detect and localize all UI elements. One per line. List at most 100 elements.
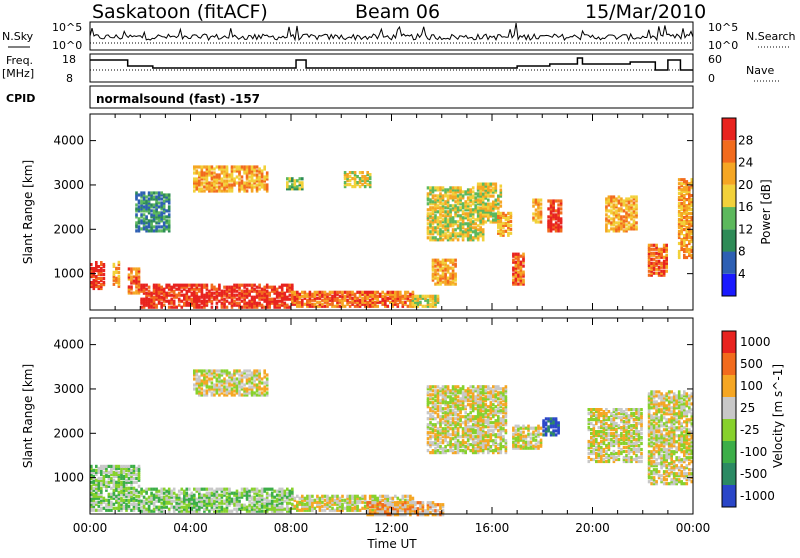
echo-cell: [158, 205, 161, 208]
echo-cell: [454, 411, 457, 414]
echo-cell: [459, 186, 462, 189]
echo-cell: [432, 186, 435, 189]
echo-cell: [98, 277, 101, 280]
echo-cell: [447, 385, 450, 388]
echo-cell: [409, 501, 412, 504]
echo-cell: [432, 441, 435, 444]
echo-cell: [289, 298, 292, 301]
echo-cell: [444, 385, 447, 388]
echo-cell: [344, 507, 347, 510]
echo-cell: [407, 295, 410, 298]
echo-cell: [113, 283, 116, 286]
echo-cell: [140, 488, 143, 491]
echo-cell: [678, 186, 681, 189]
echo-cell: [150, 213, 153, 216]
echo-cell: [402, 495, 405, 498]
echo-cell: [409, 299, 412, 302]
echo-cell: [301, 291, 304, 294]
echo-cell: [437, 238, 440, 241]
echo-cell: [623, 215, 626, 218]
echo-cell: [236, 381, 239, 384]
echo-cell: [196, 177, 199, 180]
echo-cell: [266, 373, 269, 376]
echo-cell: [211, 498, 214, 501]
echo-cell: [434, 194, 437, 197]
echo-cell: [316, 291, 319, 294]
y-tick-label: 1000: [53, 267, 84, 281]
echo-cell: [319, 291, 322, 294]
echo-cell: [683, 220, 686, 223]
echo-cell: [437, 216, 440, 219]
echo-cell: [615, 203, 618, 206]
echo-cell: [196, 387, 199, 390]
echo-cell: [439, 206, 442, 209]
echo-cell: [336, 507, 339, 510]
echo-cell: [605, 217, 608, 220]
echo-cell: [165, 506, 168, 509]
echo-cell: [168, 213, 171, 216]
echo-cell: [123, 475, 126, 478]
y-tick-label: 2000: [53, 222, 84, 236]
echo-cell: [613, 195, 616, 198]
echo-cell: [95, 469, 98, 472]
echo-cell: [429, 295, 432, 298]
echo-cell: [442, 407, 445, 410]
echo-cell: [216, 369, 219, 372]
echo-cell: [153, 508, 156, 511]
echo-cell: [648, 274, 651, 277]
echo-cell: [361, 495, 364, 498]
echo-cell: [432, 389, 435, 392]
echo-cell: [226, 179, 229, 182]
echo-cell: [170, 500, 173, 503]
echo-cell: [263, 165, 266, 168]
echo-cell: [635, 195, 638, 198]
echo-cell: [241, 393, 244, 396]
echo-cell: [680, 238, 683, 241]
echo-cell: [153, 494, 156, 497]
echo-cell: [449, 232, 452, 235]
echo-cell: [442, 385, 445, 388]
echo-cell: [138, 199, 141, 202]
echo-cell: [482, 183, 485, 186]
echo-cell: [457, 214, 460, 217]
colorbar-segment: [722, 163, 736, 185]
echo-cell: [271, 488, 274, 491]
echo-cell: [213, 292, 216, 295]
echo-cell: [213, 383, 216, 386]
echo-cell: [339, 497, 342, 500]
echo-cell: [464, 405, 467, 408]
echo-cell: [98, 505, 101, 508]
echo-cell: [442, 259, 445, 262]
echo-cell: [429, 385, 432, 388]
echo-cell: [628, 221, 631, 224]
echo-cell: [356, 175, 359, 178]
echo-cell: [361, 297, 364, 300]
echo-cell: [379, 301, 382, 304]
echo-cell: [148, 219, 151, 222]
echo-cell: [236, 298, 239, 301]
echo-cell: [153, 229, 156, 232]
echo-cell: [452, 385, 455, 388]
echo-cell: [253, 296, 256, 299]
echo-cell: [434, 399, 437, 402]
echo-cell: [228, 510, 231, 513]
echo-cell: [253, 173, 256, 176]
echo-cell: [198, 506, 201, 509]
echo-cell: [449, 204, 452, 207]
echo-cell: [278, 292, 281, 295]
echo-cell: [505, 222, 508, 225]
echo-cell: [138, 225, 141, 228]
echo-cell: [196, 169, 199, 172]
echo-cell: [464, 415, 467, 418]
echo-cell: [399, 509, 402, 512]
echo-cell: [246, 165, 249, 168]
echo-cell: [547, 215, 550, 218]
echo-cell: [447, 210, 450, 213]
echo-cell: [273, 504, 276, 507]
echo-cell: [236, 490, 239, 493]
echo-cell: [238, 500, 241, 503]
echo-cell: [241, 504, 244, 507]
echo-cell: [449, 267, 452, 270]
echo-cell: [238, 389, 241, 392]
echo-cell: [196, 284, 199, 287]
